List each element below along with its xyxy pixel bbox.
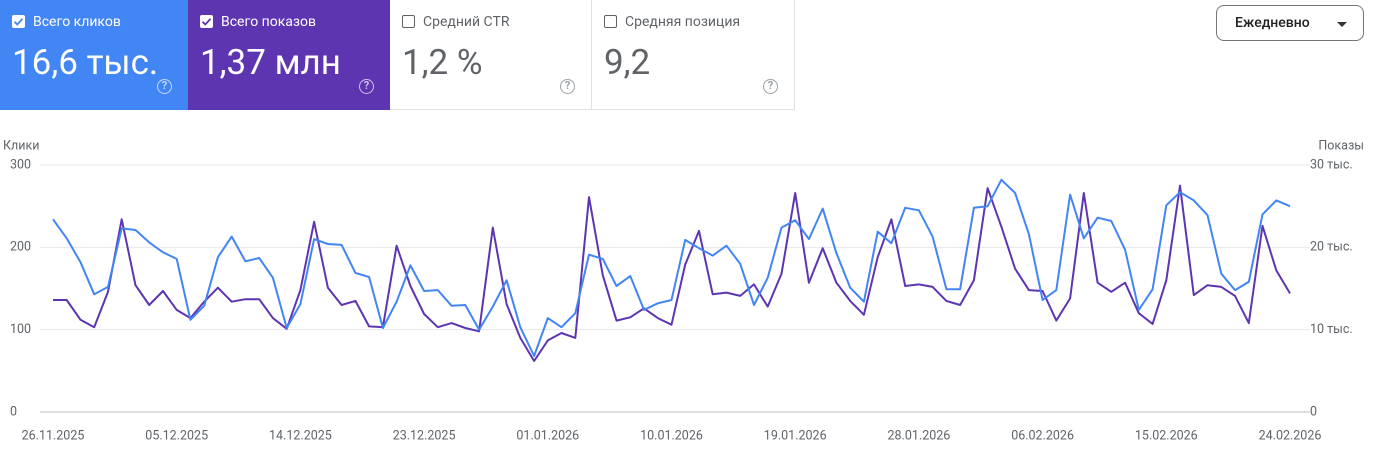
checkbox[interactable] <box>12 15 25 28</box>
x-tick-label: 10.01.2026 <box>640 428 703 443</box>
x-tick-label: 28.01.2026 <box>888 428 951 443</box>
x-tick-label: 14.12.2025 <box>269 428 332 443</box>
x-tick-label: 19.01.2026 <box>764 428 827 443</box>
metric-card[interactable]: Средний CTR 1,2 %? <box>390 0 592 110</box>
metric-value: 1,2 % <box>402 42 483 83</box>
checkbox[interactable] <box>200 15 213 28</box>
metric-value: 9,2 <box>604 42 651 83</box>
y-tick-label: 100 <box>10 322 31 337</box>
y-tick-label: 0 <box>10 404 17 419</box>
metric-card[interactable]: Всего кликов 16,6 тыс.? <box>0 0 188 110</box>
x-tick-label: 05.12.2025 <box>145 428 208 443</box>
metric-card[interactable]: Средняя позиция 9,2? <box>592 0 795 110</box>
y2-tick-label: 30 тыс. <box>1310 157 1353 172</box>
metric-label: Всего кликов <box>33 14 121 30</box>
x-tick-label: 24.02.2026 <box>1259 428 1322 443</box>
help-icon[interactable]: ? <box>763 79 778 94</box>
y2-tick-label: 20 тыс. <box>1310 240 1353 255</box>
metric-label: Средняя позиция <box>625 14 741 30</box>
y-tick-label: 200 <box>10 240 31 255</box>
metric-card[interactable]: Всего показов 1,37 млн? <box>188 0 390 110</box>
checkbox[interactable] <box>604 15 617 28</box>
metric-value: 1,37 млн <box>200 42 341 83</box>
x-tick-label: 23.12.2025 <box>393 428 456 443</box>
metric-label: Средний CTR <box>423 14 510 30</box>
x-tick-label: 15.02.2026 <box>1135 428 1198 443</box>
x-tick-label: 06.02.2026 <box>1011 428 1074 443</box>
y-tick-label: 300 <box>10 157 31 172</box>
y2-axis-title: Показы <box>1318 138 1364 153</box>
period-dropdown[interactable]: Ежедневно <box>1216 5 1364 41</box>
help-icon[interactable]: ? <box>157 79 172 94</box>
checkbox[interactable] <box>402 15 415 28</box>
help-icon[interactable]: ? <box>560 79 575 94</box>
y2-tick-label: 0 <box>1310 404 1317 419</box>
x-tick-label: 26.11.2025 <box>22 428 85 443</box>
help-icon[interactable]: ? <box>359 79 374 94</box>
period-label: Ежедневно <box>1235 15 1310 31</box>
dropdown-arrow <box>1337 22 1347 27</box>
y-axis-title: Клики <box>3 138 39 153</box>
metric-value: 16,6 тыс. <box>12 42 159 83</box>
metric-label: Всего показов <box>221 14 317 30</box>
x-tick-label: 01.01.2026 <box>516 428 579 443</box>
series-line <box>53 184 1291 362</box>
y2-tick-label: 10 тыс. <box>1310 322 1353 337</box>
series-line <box>52 178 1291 357</box>
